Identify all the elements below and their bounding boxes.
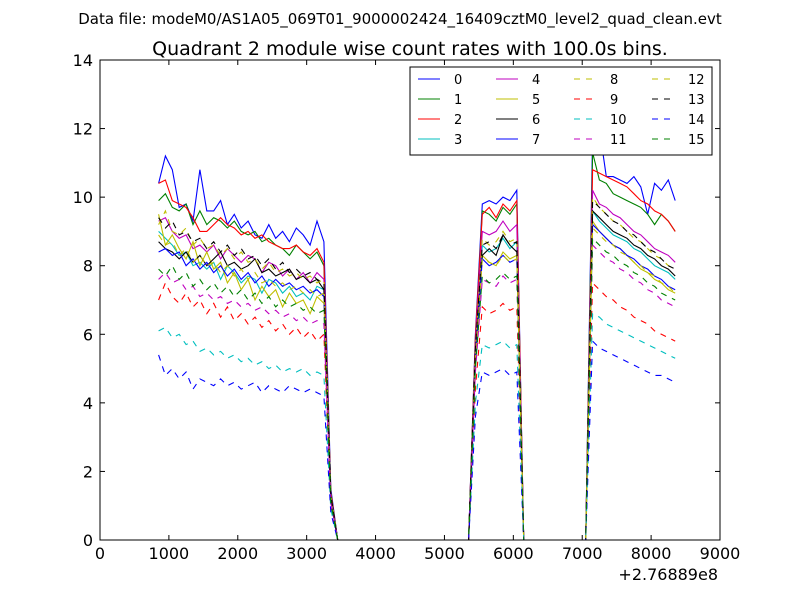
x-tick-label: 1000 <box>149 544 190 563</box>
axis-ticks: 0 1000 2000 3000 4000 5000 6000 7000 8000 9000 0 2 4… <box>73 51 741 563</box>
x-offset-text: +2.76889e8 <box>618 565 718 584</box>
axes-frame <box>99 59 721 541</box>
x-tick-label: 2000 <box>217 544 258 563</box>
legend-label-7: 7 <box>532 133 540 148</box>
legend-frame <box>409 66 713 156</box>
y-tick-label: 10 <box>73 188 93 207</box>
y-tick-label: 0 <box>83 531 93 550</box>
x-tick-label: 3000 <box>286 544 327 563</box>
y-tick-label: 12 <box>73 120 93 139</box>
legend-label-11: 11 <box>610 133 627 148</box>
legend-label-10: 10 <box>610 113 627 128</box>
figure-suptitle: Data file: modeM0/AS1A05_069T01_90000024… <box>78 10 722 29</box>
legend-label-4: 4 <box>532 73 540 88</box>
chart-title: Quadrant 2 module wise count rates with … <box>152 38 668 60</box>
legend-label-14: 14 <box>688 113 705 128</box>
legend-label-6: 6 <box>532 113 540 128</box>
x-tick-label: 7000 <box>562 544 603 563</box>
x-tick-label: 0 <box>95 544 105 563</box>
legend-label-2: 2 <box>454 113 462 128</box>
series-line-10 <box>158 312 676 540</box>
legend-label-12: 12 <box>688 73 705 88</box>
legend-label-9: 9 <box>610 93 618 108</box>
x-tick-label: 6000 <box>493 544 534 563</box>
y-tick-label: 14 <box>73 51 93 70</box>
x-tick-label: 5000 <box>424 544 465 563</box>
y-tick-label: 2 <box>83 462 93 481</box>
series-line-13 <box>158 199 676 540</box>
series-group <box>158 127 676 540</box>
legend-label-1: 1 <box>454 93 462 108</box>
y-tick-label: 8 <box>83 257 93 276</box>
x-tick-label: 9000 <box>700 544 741 563</box>
legend-label-5: 5 <box>532 93 540 108</box>
legend-label-3: 3 <box>454 133 462 148</box>
x-tick-label: 4000 <box>355 544 396 563</box>
y-tick-label: 4 <box>83 394 93 413</box>
y-tick-label: 6 <box>83 325 93 344</box>
series-line-12 <box>158 195 676 540</box>
x-tick-label: 8000 <box>631 544 672 563</box>
legend-label-13: 13 <box>688 93 705 108</box>
series-line-15 <box>158 237 676 540</box>
legend-label-15: 15 <box>688 133 705 148</box>
legend-label-8: 8 <box>610 73 618 88</box>
legend-label-0: 0 <box>454 73 462 88</box>
